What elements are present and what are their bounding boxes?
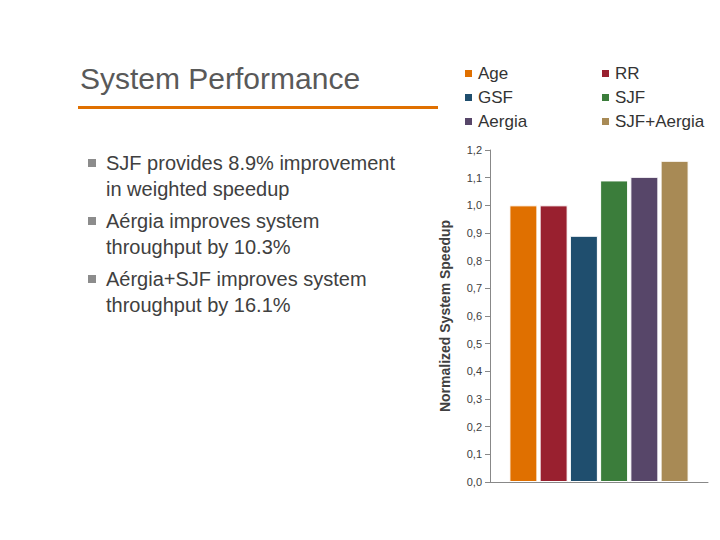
svg-text:0,3: 0,3 — [467, 393, 482, 405]
svg-text:Normalized System Speedup: Normalized System Speedup — [437, 220, 453, 412]
svg-text:0,2: 0,2 — [467, 421, 482, 433]
svg-text:0,8: 0,8 — [467, 255, 482, 267]
svg-text:RR: RR — [615, 64, 640, 83]
svg-text:SJF: SJF — [615, 88, 645, 107]
svg-text:1,0: 1,0 — [467, 199, 482, 211]
svg-text:SJF+Aergia: SJF+Aergia — [615, 112, 705, 131]
html-text:System Performance: System Performance — [80, 62, 361, 95]
svg-text:0,0: 0,0 — [467, 476, 482, 488]
svg-text:0,4: 0,4 — [467, 365, 482, 377]
html-text:Aérgia improves system through: Aérgia improves system throughput by 10.… — [106, 210, 320, 258]
svg-text:0,9: 0,9 — [467, 227, 482, 239]
svg-text:1,2: 1,2 — [467, 144, 482, 156]
html-text:SJF provides 8.9% improvement: SJF provides 8.9% improvement in weighte… — [106, 152, 395, 200]
svg-text:1,1: 1,1 — [467, 172, 482, 184]
html-text:Aérgia+SJF improves system thr: Aérgia+SJF improves system throughput by… — [106, 268, 367, 316]
svg-text:Aergia: Aergia — [478, 112, 528, 131]
svg-text:0,6: 0,6 — [467, 310, 482, 322]
svg-text:0,7: 0,7 — [467, 282, 482, 294]
svg-text:GSF: GSF — [478, 88, 513, 107]
svg-text:0,1: 0,1 — [467, 448, 482, 460]
svg-text:Age: Age — [478, 64, 508, 83]
svg-text:0,5: 0,5 — [467, 338, 482, 350]
